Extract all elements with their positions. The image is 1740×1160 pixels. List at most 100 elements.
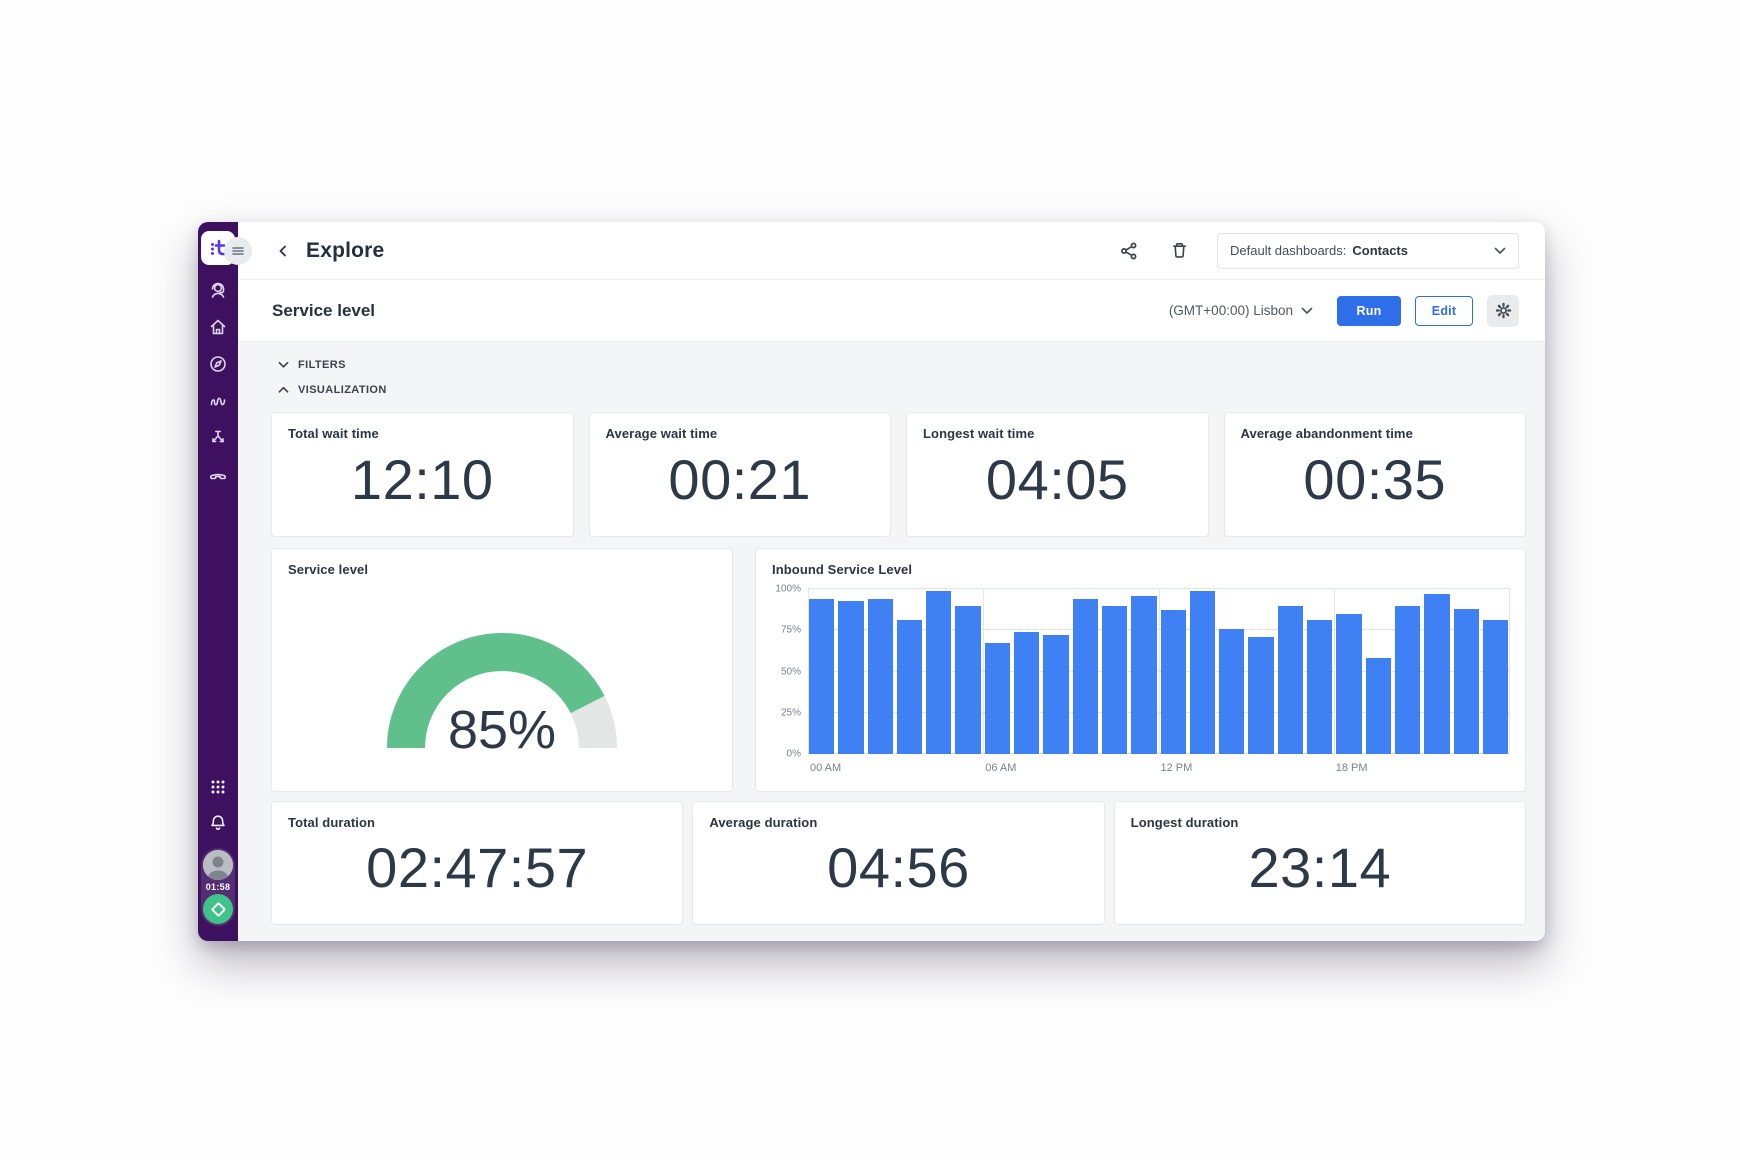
back-button[interactable] — [272, 240, 294, 262]
report-toolbar: Service level (GMT+00:00) Lisbon Run Edi… — [238, 280, 1545, 342]
chart-bar[interactable] — [926, 590, 952, 754]
y-tick-label: 100% — [775, 583, 801, 595]
chart-bar[interactable] — [1219, 628, 1245, 754]
report-title: Service level — [272, 300, 376, 320]
metrics-top-row: Total wait time 12:10 Average wait time … — [271, 412, 1526, 537]
sidebar-nav — [207, 279, 229, 486]
app-window: 01:58 Explore — [198, 222, 1545, 941]
gauge-title: Service level — [288, 562, 369, 577]
default-dashboards-select[interactable]: Default dashboards: Contacts — [1217, 232, 1519, 269]
gauge-value-text: 85% — [448, 700, 556, 760]
timezone-select[interactable]: (GMT+00:00) Lisbon — [1169, 303, 1313, 318]
chart-bar[interactable] — [1277, 605, 1304, 754]
inbound-service-level-chart-card[interactable]: Inbound Service Level 0% 25% 50% 75% 100% 00… — [755, 548, 1526, 792]
timezone-label: (GMT+00:00) Lisbon — [1168, 303, 1293, 318]
h-gridline — [808, 588, 1509, 589]
metrics-bottom-row: Total duration 02:47:57 Average duration… — [271, 801, 1526, 925]
share-button[interactable] — [1117, 239, 1141, 263]
activity-wave-icon — [210, 397, 226, 406]
x-tick-label: 18 PM — [1335, 762, 1368, 774]
chart-bar[interactable] — [1307, 620, 1333, 754]
chart-plot — [808, 588, 1510, 754]
chart-bar[interactable] — [1014, 631, 1040, 754]
chart-bar[interactable] — [1189, 590, 1216, 754]
settings-button[interactable] — [1487, 294, 1519, 327]
avatar[interactable] — [203, 850, 233, 880]
chart-bar[interactable] — [1453, 608, 1479, 754]
metric-card-longest-wait-time[interactable]: Longest wait time 04:05 — [906, 412, 1209, 537]
apps-button[interactable] — [207, 776, 229, 798]
sidebar-item-activity[interactable] — [207, 390, 229, 412]
chart-bar[interactable] — [896, 620, 923, 754]
metric-label: Longest duration — [1130, 815, 1239, 830]
talkdesk-logo-icon — [211, 239, 227, 256]
metric-card-average-wait-time[interactable]: Average wait time 00:21 — [588, 412, 891, 537]
main-panel: Explore Default dashboards: Cont — [224, 222, 1545, 941]
gear-icon — [1495, 302, 1511, 319]
metric-card-total-wait-time[interactable]: Total wait time 12:10 — [271, 412, 574, 537]
delete-button[interactable] — [1167, 239, 1191, 263]
chart-bar[interactable] — [984, 643, 1011, 754]
sidebar-item-explore[interactable] — [207, 353, 229, 375]
chart-bar[interactable] — [1248, 636, 1274, 754]
sidebar-item-routing[interactable] — [207, 427, 229, 449]
h-gridline — [808, 753, 1509, 754]
x-tick-label: 00 AM — [810, 762, 842, 774]
chart-bar[interactable] — [1131, 595, 1157, 754]
visualization-section-label: VISUALIZATION — [298, 383, 387, 396]
notifications-button[interactable] — [207, 812, 229, 834]
metric-label: Total wait time — [288, 426, 379, 441]
chevron-down-icon — [1301, 307, 1313, 314]
availability-status-button[interactable] — [203, 894, 233, 924]
chart-bar[interactable] — [955, 605, 981, 754]
chart-bar[interactable] — [838, 600, 864, 754]
y-tick-label: 25% — [780, 707, 801, 719]
x-tick-label: 12 PM — [1160, 762, 1193, 774]
visualization-section-toggle[interactable]: VISUALIZATION — [271, 377, 1526, 402]
sidebar-item-calls[interactable] — [207, 464, 229, 486]
chart-bar[interactable] — [1043, 635, 1069, 754]
h-gridline — [808, 629, 1509, 631]
chart-bar[interactable] — [1072, 598, 1098, 754]
metric-label: Average abandonment time — [1240, 426, 1413, 441]
metric-value: 00:21 — [668, 447, 812, 511]
h-gridline — [808, 711, 1509, 713]
bell-icon — [211, 815, 225, 831]
filters-section-label: FILTERS — [298, 358, 346, 371]
header-bar: Explore Default dashboards: Cont — [238, 222, 1545, 280]
metric-value: 12:10 — [350, 447, 494, 511]
chart-bar[interactable] — [809, 598, 835, 754]
chart-bar[interactable] — [1394, 605, 1421, 754]
filters-section-toggle[interactable]: FILTERS — [271, 352, 1526, 377]
v-gridline — [1158, 589, 1160, 754]
metric-card-average-abandonment-time[interactable]: Average abandonment time 00:35 — [1223, 412, 1526, 537]
metric-card-average-duration[interactable]: Average duration 04:56 — [692, 801, 1105, 925]
sidebar-item-home[interactable] — [207, 316, 229, 338]
run-button[interactable]: Run — [1337, 295, 1401, 326]
chart-bar[interactable] — [867, 598, 893, 754]
sidebar-item-agents[interactable] — [207, 279, 229, 301]
edit-button[interactable]: Edit — [1415, 295, 1473, 326]
home-icon — [210, 319, 226, 335]
chart-bar[interactable] — [1482, 620, 1509, 754]
v-gridline — [1333, 589, 1335, 754]
dashboard-body: FILTERS VISUALIZATION Total wait time 12… — [238, 342, 1545, 941]
chart-bar[interactable] — [1336, 613, 1362, 754]
v-gridline — [808, 589, 809, 754]
y-tick-label: 50% — [780, 666, 801, 677]
metric-card-longest-duration[interactable]: Longest duration 23:14 — [1113, 801, 1526, 925]
dashboards-select-label: Default dashboards: — [1230, 243, 1347, 258]
chart-bar[interactable] — [1365, 658, 1391, 754]
service-level-gauge-card[interactable]: Service level 85% — [271, 548, 733, 792]
x-tick-label: 06 AM — [985, 762, 1017, 774]
split-arrows-icon — [212, 430, 224, 443]
chart-bar[interactable] — [1160, 610, 1186, 754]
chart-bar[interactable] — [1101, 605, 1128, 754]
metric-card-total-duration[interactable]: Total duration 02:47:57 — [271, 801, 684, 925]
y-tick-label: 75% — [780, 624, 801, 636]
metric-value: 23:14 — [1248, 836, 1392, 899]
middle-row: Service level 85% Inbound Service Level … — [271, 548, 1526, 792]
v-gridline — [983, 589, 985, 754]
collapse-sidebar-button[interactable] — [224, 237, 252, 265]
chart-bar[interactable] — [1424, 593, 1450, 754]
